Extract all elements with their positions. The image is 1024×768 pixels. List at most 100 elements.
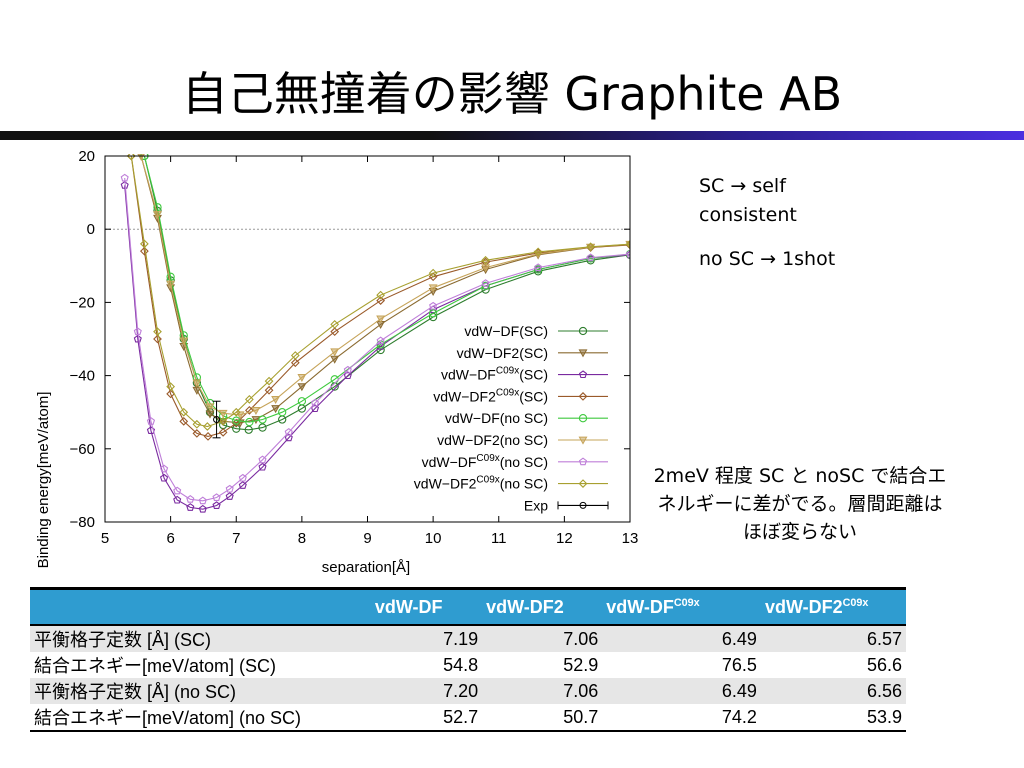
chart-ticks: 5 6 7 8 9 10 11 12 13 20 0 −20 −40 −60 −80 <box>70 148 639 547</box>
data-point <box>153 203 162 212</box>
legend-label: vdW−DFC09x(no SC) <box>422 453 548 470</box>
data-point <box>212 501 221 509</box>
y-tick-label: 0 <box>87 221 95 238</box>
data-point <box>625 239 630 249</box>
data-point <box>225 492 234 500</box>
legend-marker <box>578 457 588 466</box>
x-tick-label: 10 <box>425 530 442 547</box>
data-point <box>153 327 162 337</box>
legend-label: vdW−DF2(SC) <box>457 345 548 361</box>
table-cell: 6.56 <box>760 678 906 704</box>
data-point <box>232 416 241 425</box>
x-tick-label: 7 <box>232 530 240 547</box>
data-point <box>376 296 386 305</box>
page-title: 自己無撞着の影響 Graphite AB <box>181 67 843 121</box>
series-vdwdf2_sc <box>137 154 630 428</box>
legend-marker <box>578 479 588 488</box>
legend-marker <box>578 392 588 401</box>
data-point <box>159 473 169 482</box>
table-cell: 7.06 <box>482 678 603 704</box>
note-nosc: no SC → 1shot <box>699 245 919 274</box>
data-point <box>586 253 595 262</box>
table-cell: 52.9 <box>563 654 599 675</box>
legend-item: vdW−DFC09x(SC) <box>441 366 608 383</box>
table-row: 結合エネギー[meV/atom] (SC) 54.8 52.9 76.5 56.… <box>30 652 906 678</box>
x-axis-label: separation[Å] <box>322 559 410 576</box>
legend-marker <box>578 414 588 423</box>
x-tick-label: 13 <box>622 530 639 547</box>
table-cell: 76.5 <box>721 654 757 675</box>
legend-marker <box>578 326 588 336</box>
x-tick-label: 9 <box>363 530 371 547</box>
table-cell: 7.20 <box>370 678 483 704</box>
data-point <box>481 255 491 265</box>
data-point <box>238 473 247 482</box>
data-point <box>139 239 149 249</box>
series-line <box>140 155 630 416</box>
legend-item: vdW−DFC09x(no SC) <box>422 453 608 470</box>
data-point <box>192 429 202 438</box>
note-nosc-prefix: no SC <box>699 248 755 270</box>
series-line <box>130 155 630 428</box>
data-point <box>218 409 228 418</box>
x-tick-label: 5 <box>101 530 109 547</box>
table-cell: 52.7 <box>370 704 483 732</box>
data-point <box>212 493 221 501</box>
table-row: 平衡格子定数 [Å] (no SC) 7.20 7.06 6.49 6.56 <box>30 678 906 704</box>
series-line <box>130 155 630 437</box>
series-c09_df2_nosc <box>126 154 630 431</box>
data-point <box>428 284 438 293</box>
data-point <box>244 395 254 404</box>
legend-item: vdW−DF2(SC) <box>457 345 608 361</box>
note-sc-prefix: SC <box>699 175 725 197</box>
series-line <box>140 155 630 424</box>
legend-item: vdW−DF2C09x(SC) <box>433 387 608 404</box>
data-point <box>231 407 241 417</box>
data-point <box>146 426 156 434</box>
arrow-right-icon: → <box>760 248 777 270</box>
data-point <box>343 365 352 374</box>
data-point <box>284 433 293 442</box>
data-point <box>198 496 207 505</box>
data-point <box>133 327 142 336</box>
legend-item: vdW−DF2C09x(no SC) <box>414 475 608 492</box>
data-point <box>428 272 438 282</box>
data-point <box>376 342 385 350</box>
data-point <box>343 371 352 380</box>
series-line <box>143 155 630 423</box>
data-point <box>126 154 136 161</box>
legend-item: vdW−DF(SC) <box>464 323 608 339</box>
data-point <box>297 383 307 392</box>
data-point <box>202 422 212 431</box>
note-sc: SC → self consistent <box>699 172 849 230</box>
legend-label: vdW−DF2(no SC) <box>437 432 548 448</box>
data-point <box>481 264 491 273</box>
data-point <box>153 334 162 344</box>
data-point <box>264 376 274 386</box>
data-point <box>586 242 596 252</box>
legend-marker <box>579 501 587 509</box>
data-point <box>428 309 438 318</box>
data-point <box>481 281 490 291</box>
data-point <box>245 417 254 427</box>
data-point <box>330 327 340 337</box>
data-point <box>232 424 241 433</box>
series-vdwdf2_nosc <box>137 154 630 420</box>
data-point <box>203 431 213 441</box>
table-cell: 53.9 <box>760 704 906 732</box>
data-point <box>133 334 142 343</box>
table-header-cell: vdW-DFC09x <box>602 587 761 626</box>
legend-marker <box>578 370 588 379</box>
table-cell: 54.8 <box>443 654 479 675</box>
data-point <box>376 290 386 300</box>
data-point <box>625 249 630 258</box>
data-point <box>166 389 176 399</box>
legend-label: vdW−DF(no SC) <box>445 410 548 426</box>
data-point <box>166 382 176 391</box>
data-point <box>429 301 438 310</box>
x-tick-label: 6 <box>166 530 174 547</box>
data-point <box>173 495 182 504</box>
series-vdwdf_nosc <box>140 154 630 427</box>
table-cell: 6.49 <box>602 625 761 652</box>
